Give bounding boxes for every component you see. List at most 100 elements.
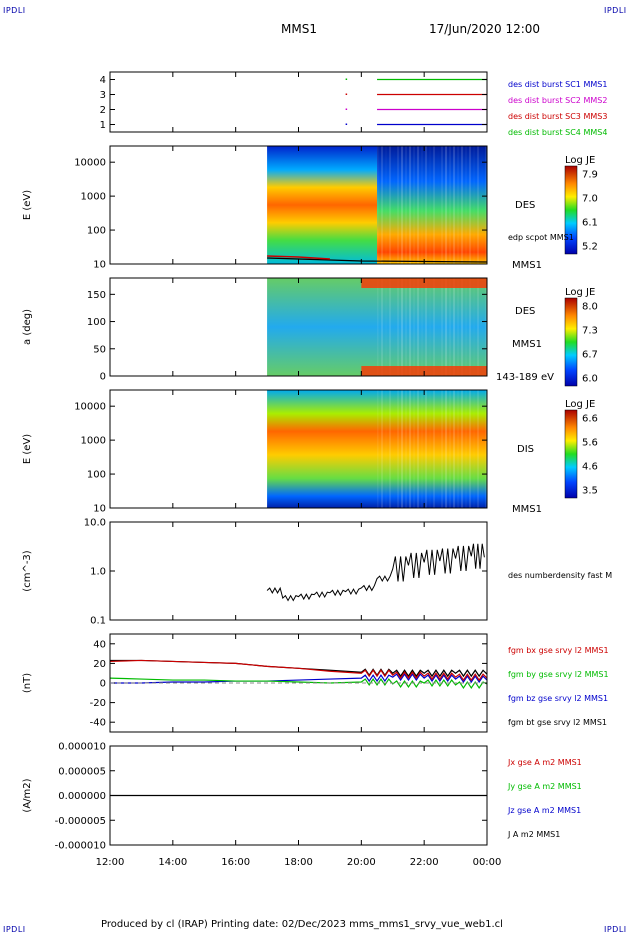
dis-energy-spectrogram-stripe — [389, 390, 392, 508]
des-pitch-spectrogram-stripe — [421, 278, 424, 376]
des-energy-colorbar-title: Log JE — [565, 155, 595, 166]
dis-energy-spectrogram-stripe — [397, 390, 400, 508]
des-pitch-spectrogram-stripe — [393, 278, 395, 376]
dis-energy-spectrogram-stripe — [461, 390, 464, 508]
dis-energy-colorbar-bar — [564, 409, 578, 499]
footer-credit: Produced by cl (IRAP) Printing date: 02/… — [101, 919, 503, 930]
des-energy-spectrogram-stripe — [449, 146, 452, 264]
dis-energy-spectrogram-stripe — [429, 390, 431, 508]
dis-energy-colorbar-tick: 3.5 — [582, 486, 598, 497]
pitch-y-tick-label: 150 — [87, 290, 106, 301]
dis-energy-spectrogram-stripe — [409, 390, 412, 508]
dis-energy-spectrogram-stripe — [457, 390, 460, 508]
des-energy-spectrogram-stripe — [393, 146, 395, 264]
panel-frame-1 — [109, 71, 488, 133]
pitch-colorbar-bar — [564, 297, 578, 387]
bfield-y-tick-label: 0 — [100, 679, 106, 690]
x-tick-label: 12:00 — [96, 857, 125, 868]
des-pitch-spectrogram-stripe — [425, 278, 428, 376]
burst-dot-sc1 — [345, 123, 348, 125]
panel-frame-5 — [109, 521, 488, 621]
density-legend: des numberdensity fast M — [508, 571, 612, 580]
des-pitch-spectrogram-stripe — [405, 278, 408, 376]
dis-energy-spectrogram-stripe — [445, 390, 448, 508]
dis-energy-colorbar-tick: 4.6 — [582, 462, 598, 473]
des-energy-y-tick-label: 10 — [93, 260, 106, 271]
des-energy-ylabel: E (eV) — [22, 190, 33, 220]
density-y-tick-label: 1.0 — [90, 567, 106, 578]
dis-energy-spectrogram-stripe — [473, 390, 475, 508]
des-energy-spectrogram-stripe — [381, 146, 384, 264]
dis-energy-spectrogram-stripe — [453, 390, 456, 508]
dis-energy-spectrogram-early — [267, 390, 378, 508]
bfield-y-tick-label: -20 — [90, 698, 106, 709]
dis-energy-y-tick-label: 10 — [93, 504, 106, 515]
bfield-y-tick-label: -40 — [90, 718, 106, 729]
des-energy-spectrogram-stripe — [409, 146, 412, 264]
pitch-label: DES — [515, 306, 535, 317]
des-energy-spectrogram-stripe — [389, 146, 392, 264]
density-ylabel: (cm^-3) — [22, 550, 33, 591]
bfield-line-1 — [109, 659, 488, 682]
current-y-tick-label: 0.000010 — [58, 742, 106, 753]
des-energy-spectrogram-stripe — [441, 146, 444, 264]
des-pitch-spectrogram-stripe — [389, 278, 392, 376]
des-energy-spectrogram-stripe — [485, 146, 488, 264]
dis-energy-colorbar-title: Log JE — [565, 399, 595, 410]
bfield-legend-3: fgm bz gse srvy l2 MMS1 — [508, 694, 608, 703]
des-pitch-spectrogram-early — [267, 278, 378, 376]
dis-energy-spacecraft: MMS1 — [512, 504, 542, 515]
des-energy-spectrogram-stripe — [477, 146, 480, 264]
dis-energy-colorbar-tick: 6.6 — [582, 414, 598, 425]
des-pitch-spectrogram-stripe — [413, 278, 416, 376]
burst-y-tick-label: 1 — [100, 120, 106, 131]
des-pitch-spectrogram-stripe — [469, 278, 472, 376]
dis-energy-spectrogram-stripe — [381, 390, 384, 508]
des-pitch-spectrogram-stripe — [485, 278, 488, 376]
dis-energy-spectrogram-stripe — [465, 390, 468, 508]
bfield-line-4 — [110, 659, 488, 678]
pitch-colorbar-tick: 8.0 — [582, 302, 598, 313]
dis-energy-y-tick-label: 100 — [87, 470, 106, 481]
dis-energy-spectrogram-stripe — [417, 390, 420, 508]
bfield-y-tick-label: 40 — [93, 639, 106, 650]
dis-energy-spectrogram-stripe — [377, 390, 380, 508]
corner-mark-top-right: IPDLI — [604, 6, 627, 15]
x-tick-label: 22:00 — [410, 857, 439, 868]
dis-energy-spectrogram-stripe — [441, 390, 444, 508]
burst-y-tick-label: 2 — [100, 105, 106, 116]
dis-energy-ylabel: E (eV) — [22, 434, 33, 464]
des-energy-spectrogram-stripe — [461, 146, 464, 264]
pitch-colorbar-tick: 7.3 — [582, 326, 598, 337]
dis-energy-spectrogram-stripe — [477, 390, 480, 508]
pitch-ylabel: a (deg) — [22, 309, 33, 345]
des-pitch-spectrogram-stripe — [381, 278, 384, 376]
current-y-tick-label: 0.000005 — [58, 766, 106, 777]
axes — [109, 71, 488, 846]
spacecraft-title: MMS1 — [281, 22, 317, 36]
des-energy-spectrogram-stripe — [453, 146, 456, 264]
des-pitch-spectrogram-stripe — [449, 278, 452, 376]
current-legend-3: Jz gse A m2 MMS1 — [507, 806, 581, 815]
dis-energy-spectrogram-stripe — [421, 390, 424, 508]
des-energy-spectrogram-stripe — [469, 146, 472, 264]
x-tick-label: 14:00 — [158, 857, 187, 868]
burst-legend-3: des dist burst SC3 MMS3 — [508, 112, 607, 121]
des-energy-spectrogram-stripe — [421, 146, 424, 264]
dis-energy-y-tick-label: 1000 — [81, 436, 106, 447]
x-tick-label: 18:00 — [284, 857, 313, 868]
des-pitch-spectrogram-stripe — [461, 278, 464, 376]
dis-energy-spectrogram-stripe — [449, 390, 452, 508]
pitch-y-tick-label: 100 — [87, 317, 106, 328]
des-energy-overlay-label: edp scpot MMS1 — [508, 233, 574, 242]
burst-dot-sc2 — [345, 108, 348, 110]
corner-mark-bottom-left: IPDLI — [3, 925, 26, 934]
burst-legend-2: des dist burst SC2 MMS2 — [508, 96, 607, 105]
current-legend-4: J A m2 MMS1 — [507, 830, 560, 839]
des-pitch-spectrogram-stripe — [457, 278, 460, 376]
x-tick-label: 00:00 — [473, 857, 502, 868]
des-energy-y-tick-label: 1000 — [81, 192, 106, 203]
dis-energy-spectrogram-stripe — [405, 390, 408, 508]
pitch-colorbar-title: Log JE — [565, 287, 595, 298]
